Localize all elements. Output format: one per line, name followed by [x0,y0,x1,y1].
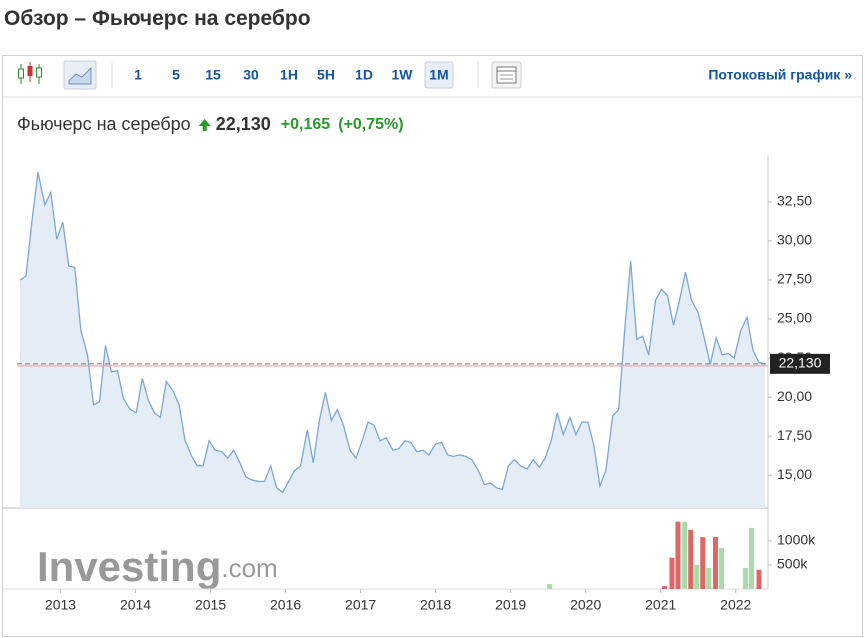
y-tick-label: 32,50 [777,193,812,209]
price: 22,130 [216,114,271,134]
x-tick-label: 2020 [570,597,601,613]
interval-button[interactable]: 1 [134,67,142,83]
volume-bar [706,567,712,589]
volume-bar [748,527,754,589]
x-tick-label: 2017 [345,597,376,613]
current-price-box [770,353,830,374]
interval-button[interactable]: 5 [172,67,180,83]
x-tick-label: 2019 [495,597,526,613]
x-tick-label: 2013 [45,597,76,613]
interval-button[interactable]: 15 [205,67,221,83]
y-tick-label: 25,00 [777,310,812,326]
chart-widget [2,55,863,637]
price-line [19,172,766,494]
streaming-link[interactable]: Потоковый график » [708,67,852,83]
current-price-label: 22,130 [779,355,822,371]
y-tick-label: 27,50 [777,271,812,287]
y-tick-label: 20,00 [777,388,812,404]
volume-bar [688,529,694,589]
volume-bar [547,584,553,589]
candle-icon[interactable] [18,62,42,84]
x-tick-label: 2014 [120,597,151,613]
interval-button[interactable]: 30 [243,67,259,83]
x-tick-label: 2018 [420,597,451,613]
volume-bar [694,564,700,589]
volume-bar [756,569,762,589]
y-tick-label: 30,00 [777,232,812,248]
instrument-name: Фьючерс на серебро [17,114,191,134]
watermark: Investing.com [37,543,278,590]
change-percent: (+0,75%) [338,116,403,133]
interval-button[interactable]: 1W [392,67,414,83]
active-interval-bg [424,61,454,89]
watermark-suffix: .com [221,553,277,583]
interval-button[interactable]: 1D [355,67,373,83]
x-tick-label: 2015 [195,597,226,613]
volume-bar [712,537,718,589]
volume-bar [700,537,706,589]
y-tick-label: 500k [777,556,808,572]
volume-bar [669,557,675,589]
x-tick-label: 2021 [645,597,676,613]
interval-button[interactable]: 1M [429,67,448,83]
interval-button[interactable]: 5H [317,67,335,83]
volume-bar [682,521,688,589]
x-tick-label: 2016 [270,597,301,613]
volume-bar [718,548,724,589]
volume-bar [661,586,667,589]
volume-bar [675,521,681,589]
up-arrow [198,119,211,131]
interval-button[interactable]: 1H [280,67,298,83]
watermark-brand: Investing [37,543,221,590]
table-icon[interactable] [491,61,522,89]
x-tick-label: 2022 [720,597,751,613]
y-tick-label: 15,00 [777,466,812,482]
change: +0,165 [281,116,330,133]
area-fill [20,172,765,508]
y-tick-label: 1000k [777,532,816,548]
volume-bar [742,567,748,589]
line-chart-icon[interactable] [63,60,97,90]
page-title: Обзор – Фьючерс на серебро [4,7,311,30]
y-tick-label: 17,50 [777,427,812,443]
